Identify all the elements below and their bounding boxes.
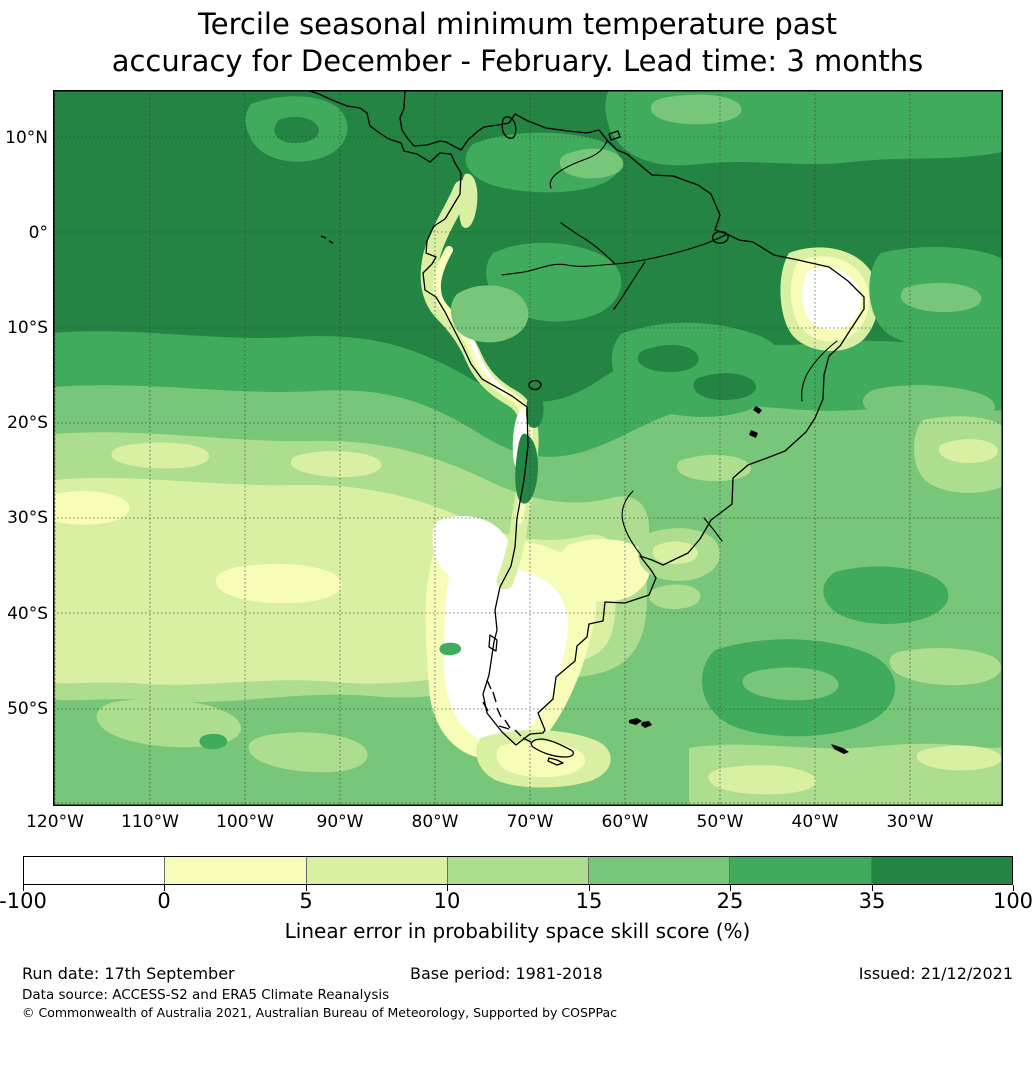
brazil-lagoon-1 (753, 406, 762, 414)
y-axis-label-20s: 20°S (7, 413, 48, 433)
map-andes-strip (420, 173, 544, 590)
y-axis-label-10s: 10°S (7, 318, 48, 338)
colorbar-tick (23, 885, 24, 891)
run-date-text: Run date: 17th September (22, 964, 235, 983)
trinidad-island (608, 130, 621, 141)
map-patagonia-low-skill (425, 516, 611, 788)
colorbar-tick (730, 885, 731, 891)
x-axis-label-100w: 100°W (216, 812, 274, 832)
x-axis-label-60w: 60°W (601, 812, 649, 832)
colorbar-tick (306, 885, 307, 891)
map-svg (53, 89, 1003, 806)
y-axis-label-40s: 40°S (7, 604, 48, 624)
colorbar-tick (589, 885, 590, 891)
graticule (53, 90, 1003, 806)
colorbar-segment (588, 857, 730, 884)
colorbar-segment (446, 857, 589, 884)
map-top-right-region (245, 90, 1003, 166)
copyright-text: © Commonwealth of Australia 2021, Austra… (22, 1005, 617, 1020)
marajo-island (711, 230, 729, 244)
lake-maracaibo (501, 116, 517, 139)
colorbar-tick-label: -100 (0, 889, 47, 913)
x-axis-label-30w: 30°W (886, 812, 934, 832)
filled-islets (629, 406, 849, 754)
colorbar-tick-label: 15 (575, 889, 603, 913)
colorbar-tick-label: 0 (157, 889, 171, 913)
map-atlantic-patches (199, 246, 1003, 750)
fjords-and-islands (320, 235, 532, 743)
title-line-1: Tercile seasonal minimum temperature pas… (197, 7, 838, 41)
y-axis-label-30s: 30°S (7, 508, 48, 528)
falkland-islands-east (641, 721, 652, 728)
map-frame (53, 90, 1003, 806)
colorbar-axis-label: Linear error in probability space skill … (284, 919, 751, 943)
rivers (501, 140, 838, 556)
chiloe-island (488, 634, 498, 652)
y-axis-label-10n: 10°N (5, 128, 48, 148)
colorbar-tick-label: 35 (858, 889, 886, 913)
colorbar-tick-label: 5 (299, 889, 313, 913)
lake-titicaca (528, 379, 542, 391)
x-axis-label-120w: 120°W (26, 812, 84, 832)
brazil-lagoon-2 (749, 430, 758, 438)
colorbar-tick (447, 885, 448, 891)
colorbar-tick (164, 885, 165, 891)
data-source-text: Data source: ACCESS-S2 and ERA5 Climate … (22, 987, 390, 1003)
x-axis-label-110w: 110°W (121, 812, 179, 832)
colorbar-tick (872, 885, 873, 891)
x-axis-label-90w: 90°W (316, 812, 364, 832)
tierra-del-fuego (530, 738, 575, 758)
south-georgia (831, 744, 849, 754)
map-canvas (53, 89, 1003, 806)
title-line-2: accuracy for December - February. Lead t… (111, 44, 924, 78)
coastline (305, 89, 865, 766)
x-axis-label-70w: 70°W (506, 812, 554, 832)
base-period-text: Base period: 1981-2018 (410, 964, 603, 983)
colorbar-tick-label: 10 (433, 889, 461, 913)
colorbar-segment (24, 857, 165, 884)
colorbar-segment (729, 857, 871, 884)
colorbar-segment (305, 857, 447, 884)
x-axis-label-50w: 50°W (696, 812, 744, 832)
colorbar-tick-label: 100 (992, 889, 1034, 913)
colorbar (23, 856, 1013, 885)
page-title: Tercile seasonal minimum temperature pas… (0, 6, 1035, 80)
colorbar-segment (164, 857, 306, 884)
x-axis-label-40w: 40°W (791, 812, 839, 832)
map-bottom-right-region (689, 743, 1003, 806)
colorbar-segment (870, 857, 1012, 884)
issued-date-text: Issued: 21/12/2021 (858, 964, 1013, 983)
y-axis-label-0: 0° (28, 223, 48, 243)
y-axis-label-50s: 50°S (7, 699, 48, 719)
cape-horn-islets (547, 757, 564, 766)
colorbar-tick-label: 25 (716, 889, 744, 913)
map-tropics-patches (450, 132, 806, 507)
falkland-islands (629, 718, 642, 725)
x-axis-label-80w: 80°W (411, 812, 459, 832)
colorbar-tick (1013, 885, 1014, 891)
